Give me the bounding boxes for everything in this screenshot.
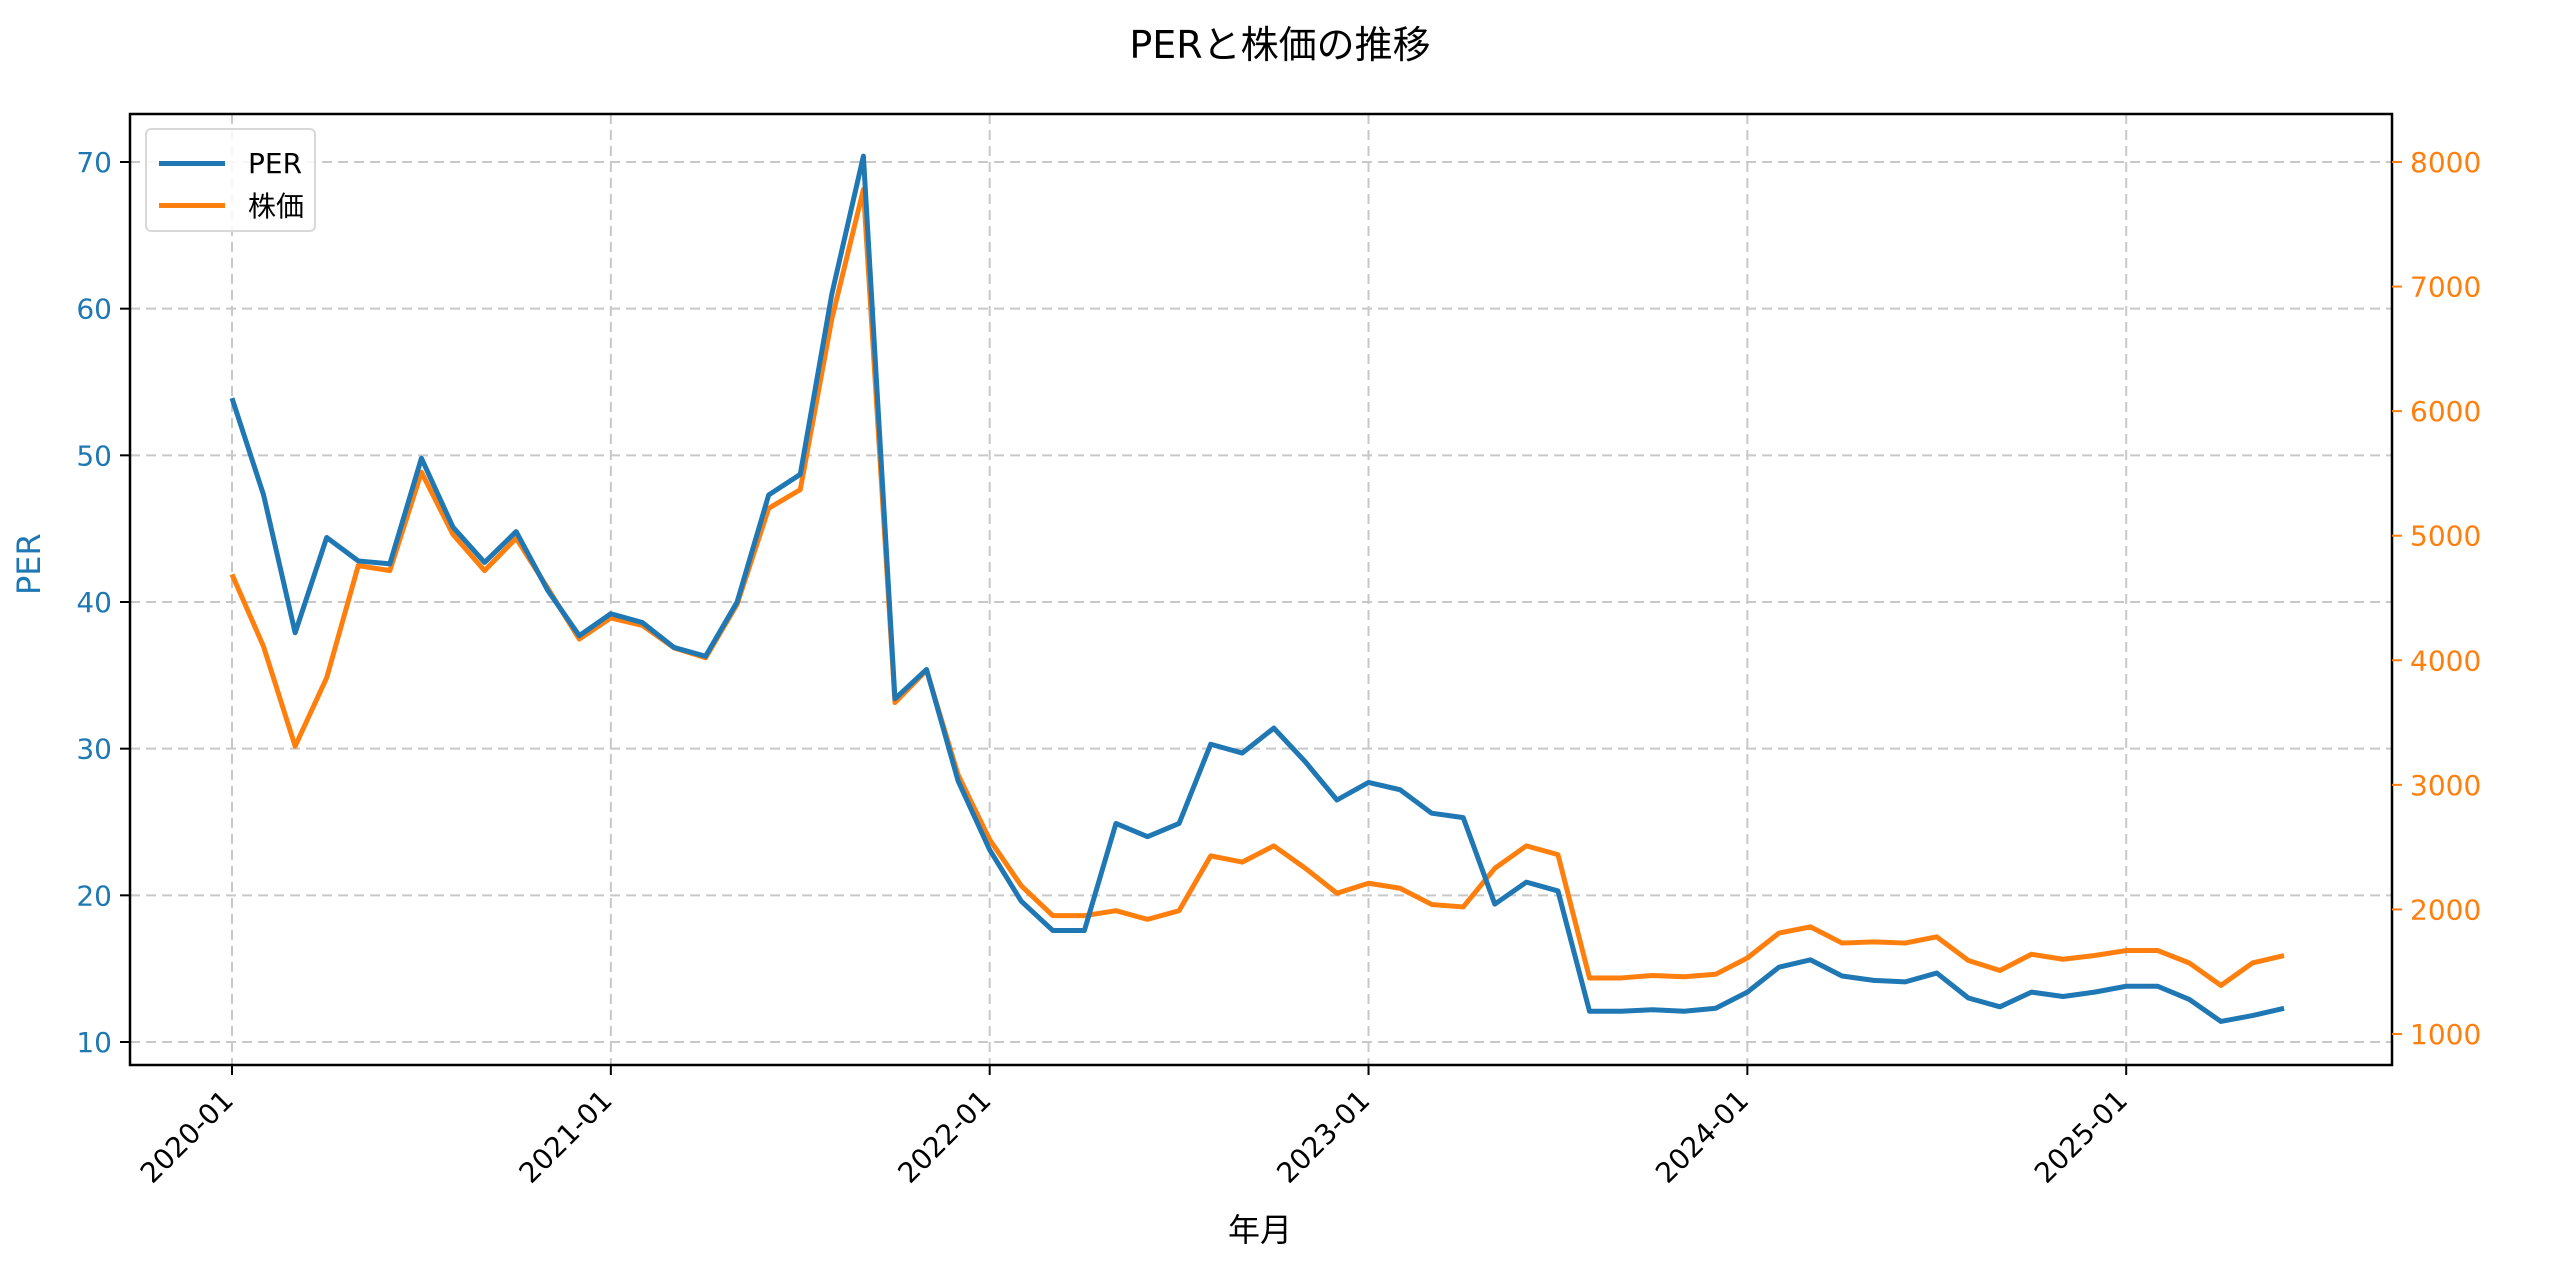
svg-text:4000: 4000 [2410, 644, 2481, 677]
legend-label-per: PER [248, 146, 303, 180]
svg-text:8000: 8000 [2410, 146, 2481, 179]
svg-text:2025-01: 2025-01 [2028, 1084, 2134, 1190]
svg-text:60: 60 [76, 293, 112, 326]
svg-text:70: 70 [76, 146, 112, 179]
svg-text:6000: 6000 [2410, 395, 2481, 428]
x-axis-ticks: 2020-01 2021-01 2022-01 2023-01 2024-01 2025-… [134, 1065, 2134, 1190]
legend: PER 株価 [145, 128, 316, 232]
legend-item-price: 株価 [159, 190, 304, 223]
y-axis-left-label: PER [10, 533, 48, 595]
plot-frame [128, 112, 2394, 1067]
svg-text:30: 30 [76, 733, 112, 766]
svg-text:10: 10 [76, 1026, 112, 1059]
svg-text:2021-01: 2021-01 [513, 1084, 619, 1190]
svg-text:40: 40 [76, 586, 112, 619]
chart-title: PERと株価の推移 [1129, 23, 1431, 67]
grid-lines [130, 114, 2392, 1065]
y-axis-right-ticks: 1000 2000 3000 4000 5000 6000 7000 8000 [2392, 146, 2481, 1051]
svg-text:1000: 1000 [2410, 1018, 2481, 1051]
svg-text:2024-01: 2024-01 [1649, 1084, 1755, 1190]
price-swatch-icon [159, 202, 225, 208]
svg-text:7000: 7000 [2410, 271, 2481, 304]
svg-text:20: 20 [76, 879, 112, 912]
svg-text:2022-01: 2022-01 [891, 1084, 997, 1190]
y-axis-left-ticks: 10 20 30 40 50 60 70 [76, 146, 130, 1059]
svg-text:2020-01: 2020-01 [134, 1084, 240, 1190]
svg-text:50: 50 [76, 439, 112, 472]
svg-text:2000: 2000 [2410, 893, 2481, 926]
svg-text:3000: 3000 [2410, 769, 2481, 802]
legend-label-price: 株価 [248, 190, 305, 223]
legend-item-per: PER [159, 146, 303, 180]
per-line [229, 153, 2285, 1024]
x-axis-label: 年月 [1227, 1211, 1292, 1249]
per-swatch-icon [159, 160, 225, 166]
svg-text:5000: 5000 [2410, 520, 2481, 553]
svg-text:2023-01: 2023-01 [1270, 1084, 1376, 1190]
